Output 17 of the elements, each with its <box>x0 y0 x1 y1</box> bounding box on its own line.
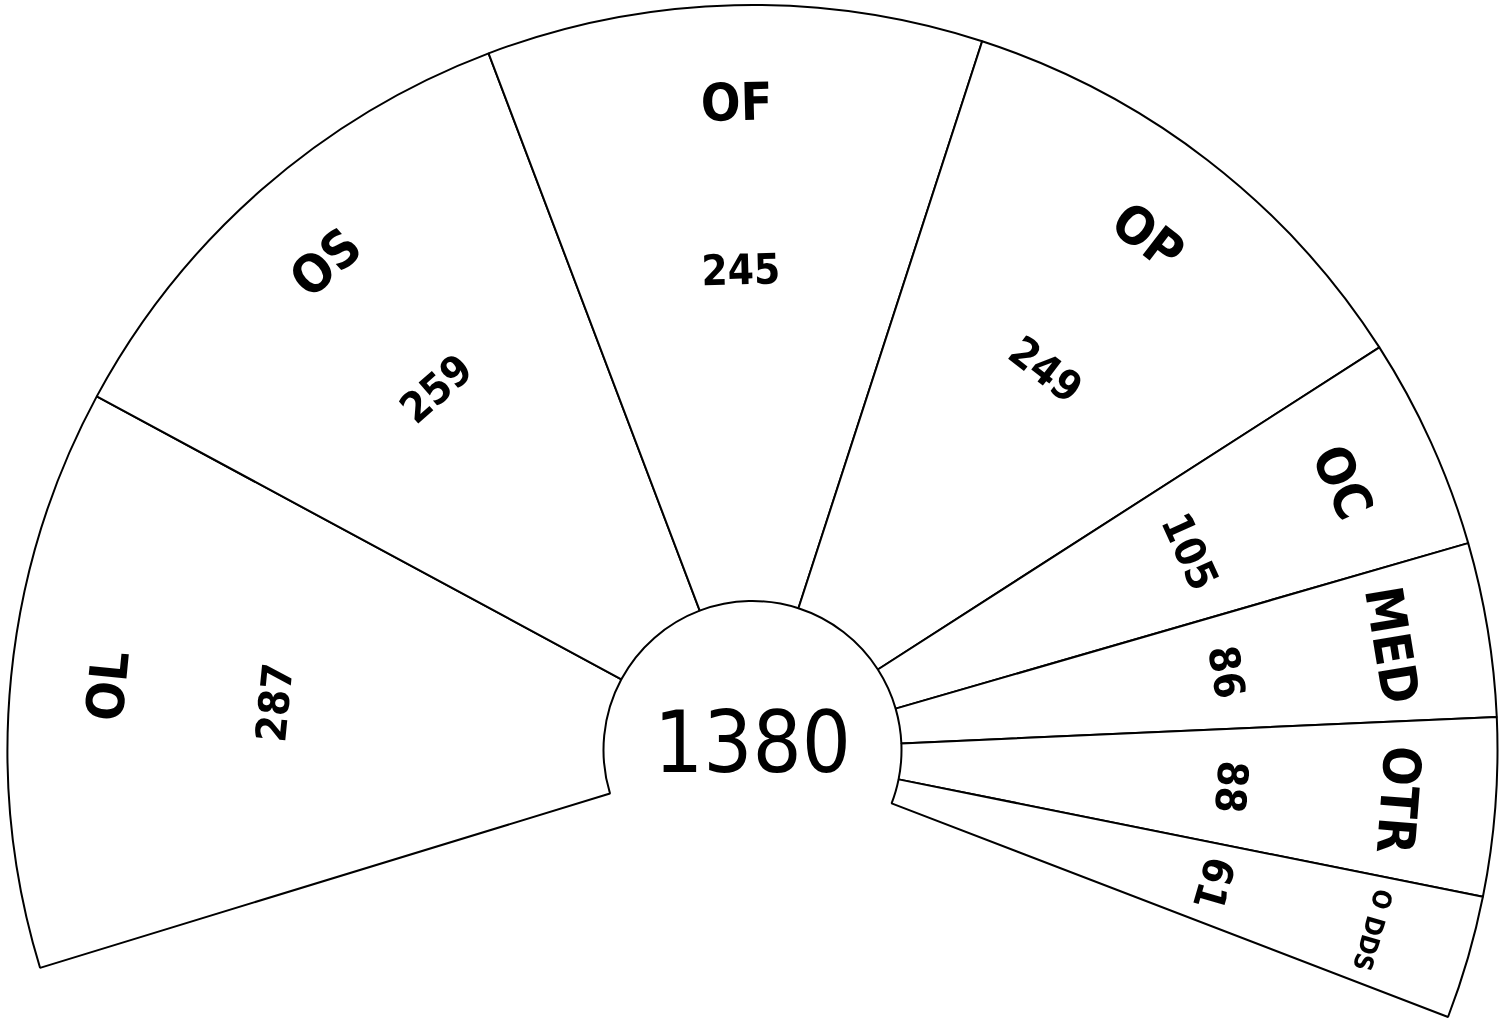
data-label: 105 <box>1151 505 1229 598</box>
slice-label: OP <box>1100 190 1196 283</box>
slice-label: OS <box>278 215 373 310</box>
slice-label: MED <box>1352 582 1432 708</box>
data-label: 259 <box>390 344 482 433</box>
data-label: 245 <box>700 244 781 296</box>
data-label: 86 <box>1198 642 1255 703</box>
slice-label: O DDS <box>1346 885 1399 975</box>
data-label: 61 <box>1183 851 1245 916</box>
text: 1380 <box>654 692 851 793</box>
data-label: 287 <box>246 660 303 745</box>
data-label: 88 <box>1205 758 1258 816</box>
data-label: 249 <box>999 326 1092 413</box>
slice-label: OL <box>74 648 141 724</box>
slice-label: OTR <box>1364 743 1433 856</box>
slice-label: OF <box>700 71 774 133</box>
slice-label: OC <box>1300 435 1386 529</box>
